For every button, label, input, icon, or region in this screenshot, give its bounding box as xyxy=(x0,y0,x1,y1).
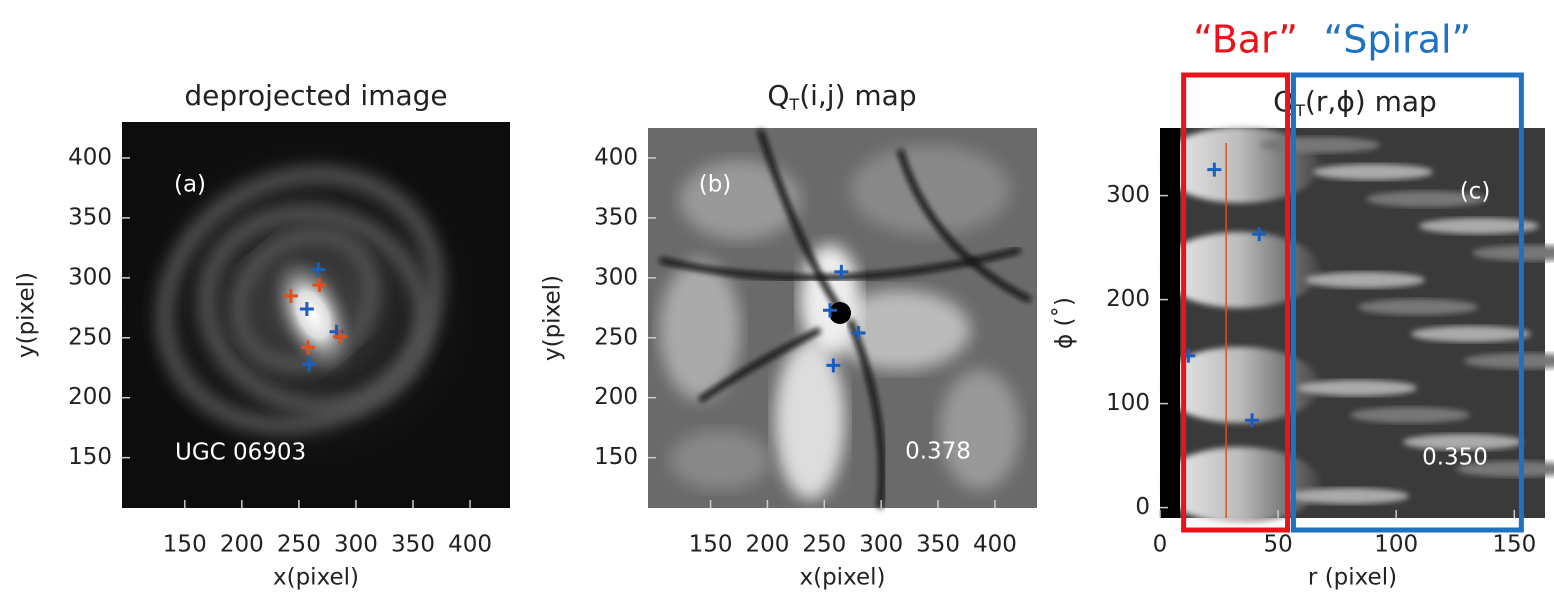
annotation: 0.350 xyxy=(1422,445,1488,471)
y-tick-label: 300 xyxy=(1106,182,1150,208)
panel xyxy=(1160,127,1554,523)
y-tick-label: 300 xyxy=(594,264,638,290)
panel-title: QT(i,j) map xyxy=(767,79,916,114)
panel-title: QT(r,ϕ) map xyxy=(1273,85,1437,120)
title-main: Q xyxy=(767,79,789,112)
image-blob xyxy=(850,145,1010,235)
x-tick-label: 200 xyxy=(220,532,264,558)
y-tick-label: 250 xyxy=(594,324,638,350)
x-tick-label: 250 xyxy=(277,532,321,558)
panel-title: deprojected image xyxy=(184,79,447,112)
y-tick-label: 400 xyxy=(68,144,112,170)
image-streak xyxy=(1297,380,1417,396)
x-tick-label: 150 xyxy=(1492,532,1536,558)
y-tick-label: 250 xyxy=(68,324,112,350)
page: {"chart_data": [ {"type": "image", "titl… xyxy=(0,0,1554,599)
x-tick-label: 150 xyxy=(689,532,733,558)
x-tick-label: 300 xyxy=(859,532,903,558)
y-tick-label: 400 xyxy=(594,144,638,170)
y-tick-label: 0 xyxy=(1135,494,1150,520)
annotation: UGC 06903 xyxy=(175,440,306,466)
x-tick-label: 400 xyxy=(973,532,1017,558)
panel-label: (b) xyxy=(699,172,732,198)
x-tick-label: 350 xyxy=(916,532,960,558)
image-streak xyxy=(1411,326,1531,342)
region-label: “Bar” xyxy=(1193,18,1298,62)
x-tick-label: 200 xyxy=(745,532,789,558)
y-tick-label: 150 xyxy=(68,444,112,470)
x-tick-label: 150 xyxy=(163,532,207,558)
y-tick-label: 350 xyxy=(68,204,112,230)
image-streak xyxy=(1305,272,1425,288)
y-tick-label: 200 xyxy=(594,384,638,410)
image-edge xyxy=(1160,128,1180,518)
x-tick-label: 250 xyxy=(802,532,846,558)
y-tick-label: 150 xyxy=(594,444,638,470)
image-blob xyxy=(940,370,1020,490)
panel-label: (a) xyxy=(174,172,206,198)
image-streak xyxy=(1350,407,1470,423)
y-tick-label: 200 xyxy=(68,384,112,410)
x-tick-label: 350 xyxy=(391,532,435,558)
x-tick-label: 400 xyxy=(448,532,492,558)
x-tick-label: 50 xyxy=(1263,532,1292,558)
panel-label: (c) xyxy=(1460,179,1491,205)
x-axis-label: x(pixel) xyxy=(800,565,886,591)
y-tick-label: 100 xyxy=(1106,390,1150,416)
x-axis-label: r (pixel) xyxy=(1308,565,1397,591)
image-streak xyxy=(1289,488,1409,504)
x-tick-label: 100 xyxy=(1374,532,1418,558)
title-rest: (i,j) map xyxy=(799,79,916,112)
y-axis-label: ϕ (˚) xyxy=(1051,297,1078,349)
figure: deprojected image x(pixel) y(pixel) 150 200 2… xyxy=(0,0,1554,599)
y-axis-label: y(pixel) xyxy=(14,272,40,358)
image-streak xyxy=(1358,299,1478,315)
center-dot xyxy=(829,302,851,324)
title-sub: T xyxy=(788,95,799,114)
image-streak xyxy=(1260,137,1380,153)
annotation: 0.378 xyxy=(905,439,971,465)
y-axis-label: y(pixel) xyxy=(540,275,566,361)
y-tick-label: 200 xyxy=(1106,286,1150,312)
region-label: “Spiral” xyxy=(1324,18,1472,62)
y-tick-label: 350 xyxy=(594,204,638,230)
x-tick-label: 300 xyxy=(334,532,378,558)
x-tick-label: 0 xyxy=(1153,532,1168,558)
image-blob xyxy=(670,430,770,490)
x-axis-label: x(pixel) xyxy=(273,565,359,591)
image-streak xyxy=(1313,164,1433,180)
title-rest: (r,ϕ) map xyxy=(1305,85,1437,118)
y-tick-label: 300 xyxy=(68,264,112,290)
